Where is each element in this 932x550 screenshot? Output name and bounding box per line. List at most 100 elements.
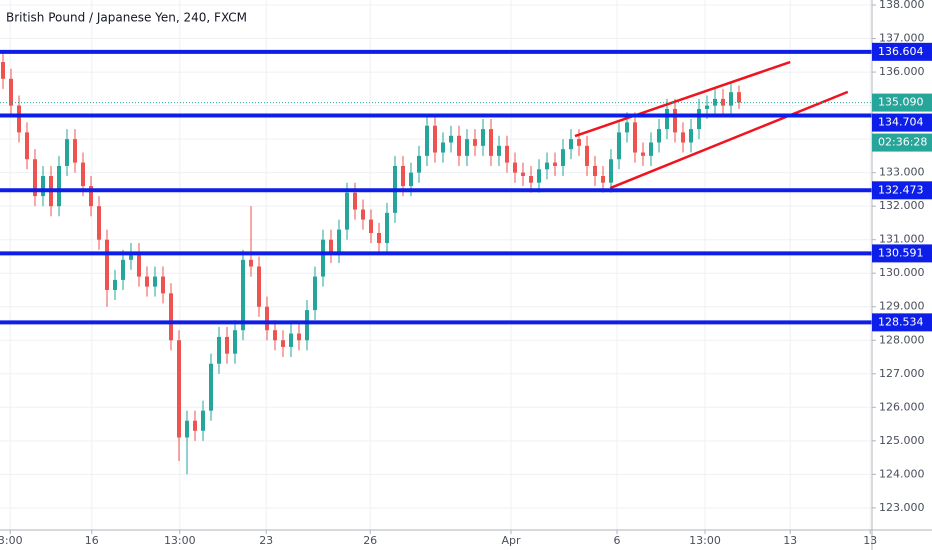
candle-body [361, 209, 365, 220]
candle-body [537, 169, 541, 183]
candle-body [689, 129, 693, 143]
candle-body [201, 410, 205, 431]
candle-body [217, 336, 221, 364]
level-label: 130.591 [878, 246, 924, 259]
candle-body [17, 105, 21, 133]
candle-body [497, 145, 501, 156]
candle-body [417, 155, 421, 173]
candle-body [225, 336, 229, 354]
candle-body [249, 259, 253, 267]
candle-body [297, 333, 301, 341]
candle-body [585, 145, 589, 166]
x-tick-label: 13:00 [689, 534, 721, 547]
level-label: 128.534 [878, 315, 924, 328]
candle-body [9, 78, 13, 106]
candle-body [449, 135, 453, 143]
candle-body [401, 165, 405, 187]
level-label-box [872, 113, 932, 132]
plot-layer [0, 49, 872, 475]
candle-body [145, 276, 149, 287]
candle-body [481, 129, 485, 146]
candle-body [457, 135, 461, 156]
x-tick-label: 3:00 [0, 534, 23, 547]
candle-body [673, 108, 677, 133]
candle-body [153, 276, 157, 287]
candle-body [601, 175, 605, 183]
candle-body [737, 92, 741, 103]
candle-body [681, 132, 685, 143]
candle-body [105, 239, 109, 290]
candle-body [713, 98, 717, 106]
x-tick-label: 23 [259, 534, 273, 547]
x-tick-label: 26 [363, 534, 377, 547]
level-label: 134.704 [878, 116, 924, 129]
candle-body [641, 152, 645, 156]
candle-body [625, 122, 629, 133]
candle-body [337, 229, 341, 254]
candle-body [593, 165, 597, 176]
x-tick-label: 13:00 [164, 534, 196, 547]
grid-layer [0, 0, 872, 530]
candle-body [57, 165, 61, 207]
candle-body [113, 279, 117, 290]
candle-body [273, 330, 277, 341]
y-tick-label: 138.000 [879, 0, 925, 11]
last-price-label-box [872, 93, 932, 112]
candle-body [433, 125, 437, 153]
candle-body [665, 108, 669, 130]
candle-body [321, 239, 325, 277]
candle-body [33, 159, 37, 197]
level-label: 132.473 [878, 183, 924, 196]
candle-body [121, 259, 125, 280]
trend-line [574, 60, 791, 138]
candle-body [305, 310, 309, 341]
candle-body [561, 149, 565, 166]
candle-body [1, 62, 5, 79]
y-tick-label: 123.000 [879, 501, 925, 514]
countdown-label: 02:36:28 [878, 136, 927, 149]
candle-body [193, 420, 197, 431]
candle-body [233, 330, 237, 354]
y-tick-label: 130.000 [879, 266, 925, 279]
candle-body [697, 108, 701, 130]
x-tick-label: 13 [863, 534, 877, 547]
y-tick-label: 132.000 [879, 199, 925, 212]
x-tick-label: 6 [614, 534, 621, 547]
candle-body [25, 132, 29, 160]
candle-body [89, 186, 93, 207]
level-label-box [872, 313, 932, 332]
candle-body [73, 139, 77, 163]
candle-body [129, 253, 133, 260]
candle-body [161, 276, 165, 294]
y-tick-label: 124.000 [879, 467, 925, 480]
last-price-label: 135.090 [878, 96, 924, 109]
candle-body [345, 192, 349, 230]
y-tick-label: 131.000 [879, 233, 925, 246]
candle-body [569, 139, 573, 150]
candle-body [353, 192, 357, 210]
candle-body [633, 122, 637, 153]
y-tick-label: 136.000 [879, 65, 925, 78]
x-tick-label: Apr [501, 534, 521, 547]
candle-body [473, 139, 477, 146]
y-tick-label: 125.000 [879, 434, 925, 447]
candle-body [409, 172, 413, 187]
candle-body [553, 162, 557, 166]
candle-body [729, 92, 733, 106]
candle-body [81, 162, 85, 187]
candle-body [577, 139, 581, 146]
level-label-box [872, 42, 932, 61]
candle-body [529, 175, 533, 183]
candle-body [545, 162, 549, 170]
countdown-label-box [872, 133, 932, 152]
candle-body [377, 232, 381, 244]
chart-title: British Pound / Japanese Yen, 240, FXCM [6, 11, 247, 25]
candle-body [281, 340, 285, 347]
x-tick-label: 13 [783, 534, 797, 547]
y-tick-label: 128.000 [879, 333, 925, 346]
candle-body [185, 420, 189, 438]
candle-body [489, 129, 493, 156]
candle-body [137, 253, 141, 277]
candle-body [169, 293, 173, 341]
